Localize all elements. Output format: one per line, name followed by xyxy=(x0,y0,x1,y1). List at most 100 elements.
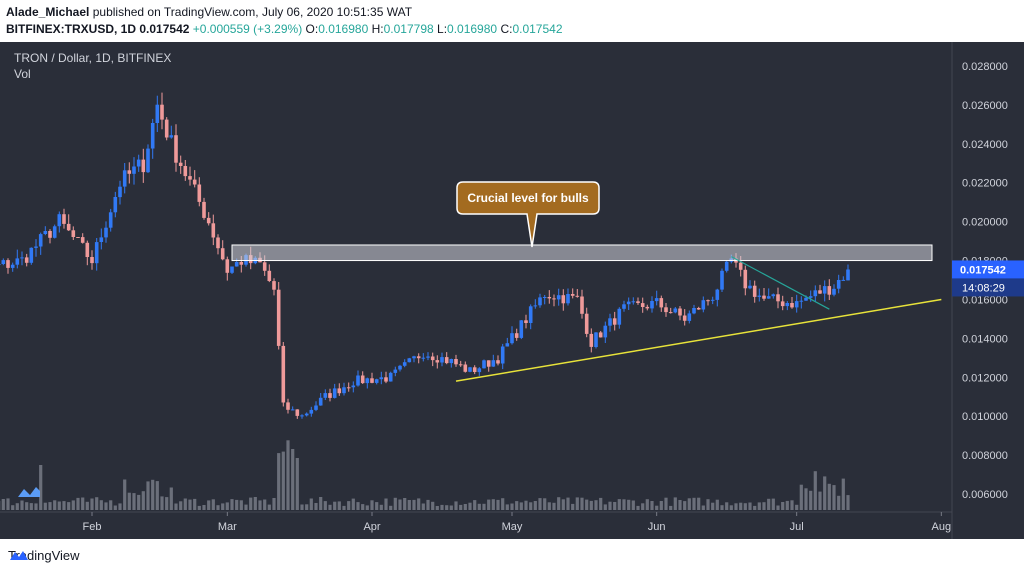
tradingview-logo[interactable]: TradingView xyxy=(8,548,80,563)
low-value: 0.016980 xyxy=(447,22,498,36)
candle-body xyxy=(183,166,188,177)
volume-bar xyxy=(361,504,365,510)
candle-body xyxy=(118,186,122,198)
volume-bar xyxy=(692,497,696,510)
y-tick-label: 0.012000 xyxy=(962,372,1008,384)
candle-body xyxy=(202,201,206,218)
volume-bar xyxy=(235,499,239,510)
volume-bar xyxy=(454,501,458,510)
candle-body xyxy=(281,345,286,403)
candle-body xyxy=(580,296,584,314)
candle-body xyxy=(743,269,748,289)
volume-bar xyxy=(729,505,733,510)
ohlc-line: BITFINEX:TRXUSD, 1D 0.017542 +0.000559 (… xyxy=(6,22,563,36)
candle-body xyxy=(626,301,631,305)
candle-body xyxy=(43,231,48,234)
candle-body xyxy=(113,197,118,213)
candle-body xyxy=(342,387,346,394)
volume-bar xyxy=(622,499,626,510)
candle-body xyxy=(197,184,202,202)
candle-body xyxy=(589,333,594,347)
volume-bar xyxy=(67,502,71,510)
volume-bar xyxy=(613,502,617,510)
volume-bar xyxy=(272,498,276,510)
volume-bar xyxy=(188,499,192,510)
volume-indicator-icon[interactable] xyxy=(18,487,40,497)
volume-bar xyxy=(207,500,211,510)
candle-body xyxy=(398,365,402,370)
candle-body xyxy=(211,223,216,238)
candle-body xyxy=(10,264,15,268)
candle-body xyxy=(48,231,52,238)
volume-bar xyxy=(491,499,495,510)
volume-bar xyxy=(473,500,477,510)
price-change: +0.000559 (+3.29%) xyxy=(192,22,303,36)
candle-body xyxy=(267,270,272,281)
tradingview-cloud-icon xyxy=(10,551,28,560)
close-label: C: xyxy=(500,22,513,36)
candle-body xyxy=(472,367,477,372)
volume-bar xyxy=(515,501,519,510)
volume-bar xyxy=(585,499,589,510)
candle-body xyxy=(608,318,612,326)
candle-body xyxy=(799,300,804,302)
candle-body xyxy=(388,372,393,382)
chart-header: Alade_Michael published on TradingView.c… xyxy=(0,0,1024,42)
volume-bar xyxy=(39,465,43,510)
author-name[interactable]: Alade_Michael xyxy=(6,5,90,19)
volume-bar xyxy=(706,499,710,510)
candle-body xyxy=(85,242,90,257)
candle-body xyxy=(631,301,636,303)
volume-bar xyxy=(669,505,673,510)
volume-bar xyxy=(813,471,817,510)
volume-bar xyxy=(71,500,75,510)
volume-bar xyxy=(193,498,197,510)
volume-bar xyxy=(211,499,215,510)
candle-body xyxy=(337,388,342,394)
candle-body xyxy=(416,356,421,359)
candle-body xyxy=(566,294,570,304)
volume-bar xyxy=(281,451,285,510)
candle-body xyxy=(832,288,836,295)
candle-body xyxy=(542,297,547,298)
candle-body xyxy=(710,299,715,301)
candle-body xyxy=(323,393,328,398)
candle-body xyxy=(836,280,841,289)
candle-body xyxy=(682,315,687,321)
candle-body xyxy=(365,378,370,384)
chart-area[interactable]: Crucial level for bulls 0.006000 0.008000… xyxy=(0,42,1024,539)
candle-body xyxy=(696,308,701,310)
candle-body xyxy=(304,413,309,416)
volume-bar xyxy=(757,502,761,510)
volume-bar xyxy=(160,496,164,510)
candle-body xyxy=(90,257,94,264)
volume-bar xyxy=(519,502,523,510)
candle-body xyxy=(738,262,743,270)
candle-body xyxy=(818,290,822,294)
legend-title: TRON / Dollar, 1D, BITFINEX xyxy=(14,51,171,65)
candle-body xyxy=(561,295,566,304)
candle-body xyxy=(706,300,710,302)
candle-body xyxy=(463,364,468,372)
candle-body xyxy=(99,237,104,242)
volume-bar xyxy=(459,504,463,510)
open-label: O: xyxy=(305,22,319,36)
publish-line: Alade_Michael published on TradingView.c… xyxy=(6,5,412,19)
volume-bar xyxy=(34,503,38,510)
candle-body xyxy=(421,357,426,359)
volume-bar xyxy=(25,502,29,510)
candle-body xyxy=(360,375,365,384)
candle-body xyxy=(225,259,230,273)
volume-bar xyxy=(594,500,598,510)
volume-bar xyxy=(258,500,262,510)
candle-body xyxy=(20,257,24,259)
y-tick-label: 0.020000 xyxy=(962,217,1008,229)
volume-bar xyxy=(804,488,808,510)
candle-body xyxy=(356,375,360,386)
candle-body xyxy=(547,297,552,299)
price-chart[interactable]: Crucial level for bulls 0.006000 0.008000… xyxy=(0,42,1024,539)
volume-bar xyxy=(146,481,150,510)
candle-body xyxy=(435,360,440,363)
candle-body xyxy=(94,242,99,264)
volume-bar xyxy=(449,505,453,510)
